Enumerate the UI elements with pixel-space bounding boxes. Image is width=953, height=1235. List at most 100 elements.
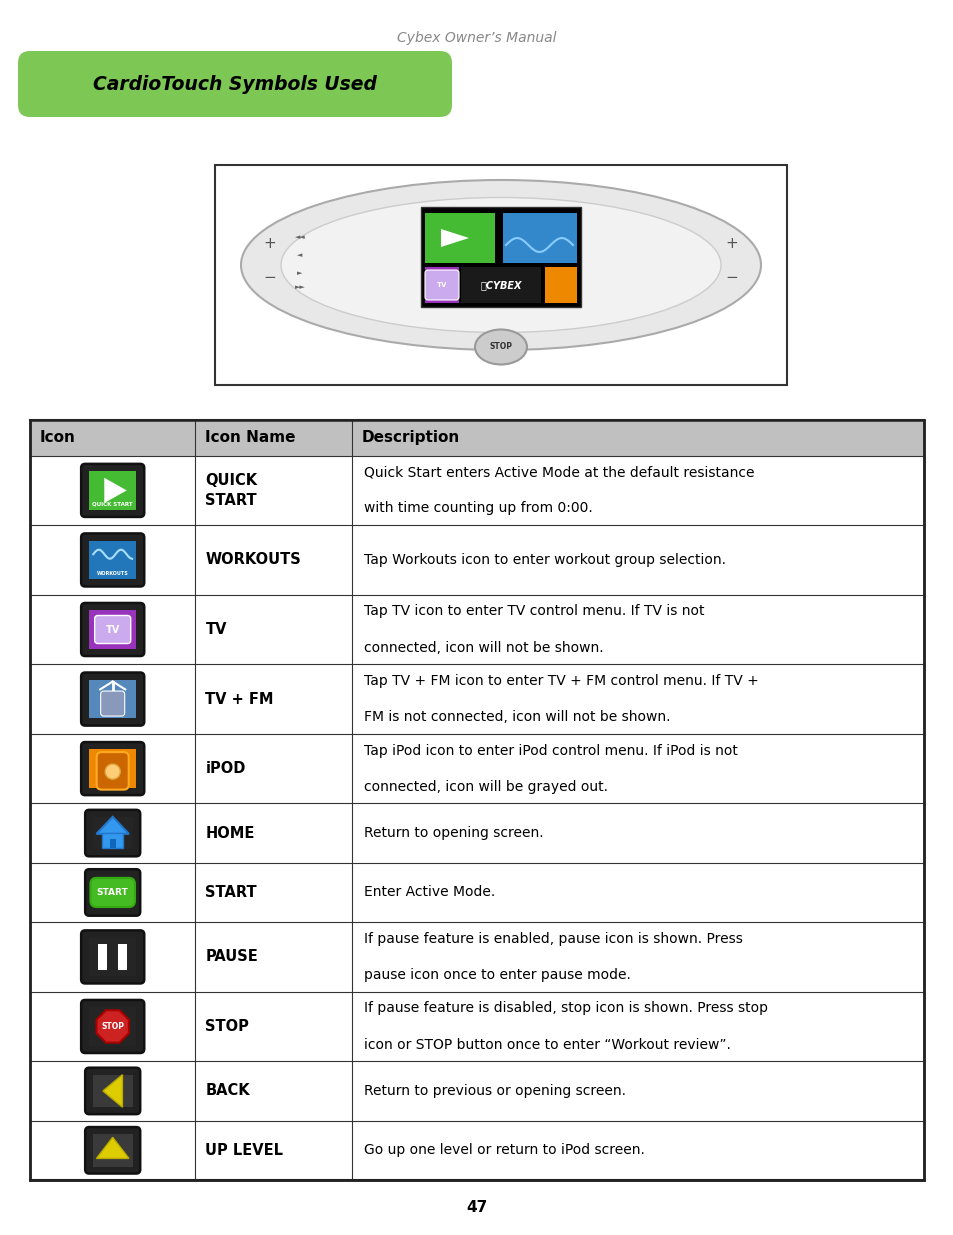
FancyBboxPatch shape — [94, 615, 131, 643]
Bar — [460, 267, 540, 303]
Bar — [424, 267, 458, 303]
Text: Return to previous or opening screen.: Return to previous or opening screen. — [363, 1084, 625, 1098]
FancyBboxPatch shape — [81, 534, 144, 587]
Text: If pause feature is enabled, pause icon is shown. Press: If pause feature is enabled, pause icon … — [363, 932, 742, 946]
Bar — [420, 207, 580, 308]
Polygon shape — [96, 1137, 129, 1158]
Bar — [92, 1134, 132, 1167]
FancyBboxPatch shape — [81, 673, 144, 726]
Ellipse shape — [241, 180, 760, 350]
FancyBboxPatch shape — [81, 742, 144, 795]
Text: STOP: STOP — [205, 1019, 249, 1034]
Text: START: START — [205, 885, 256, 900]
Polygon shape — [104, 478, 127, 503]
Bar — [30, 420, 923, 1179]
Text: Return to opening screen.: Return to opening screen. — [363, 826, 543, 840]
Text: −: − — [725, 269, 738, 284]
Text: −: − — [263, 269, 276, 284]
Text: Go up one level or return to iPod screen.: Go up one level or return to iPod screen… — [363, 1144, 644, 1157]
FancyBboxPatch shape — [81, 603, 144, 656]
Text: If pause feature is disabled, stop icon is shown. Press stop: If pause feature is disabled, stop icon … — [363, 1002, 767, 1015]
Bar — [90, 541, 136, 579]
Bar — [117, 944, 127, 969]
Ellipse shape — [281, 198, 720, 332]
Text: CardioTouch Symbols Used: CardioTouch Symbols Used — [93, 74, 376, 94]
Text: Icon: Icon — [40, 430, 76, 446]
Text: Tap Workouts icon to enter workout group selection.: Tap Workouts icon to enter workout group… — [363, 553, 725, 567]
Text: Tap iPod icon to enter iPod control menu. If iPod is not: Tap iPod icon to enter iPod control menu… — [363, 743, 737, 757]
Text: Cybex Owner’s Manual: Cybex Owner’s Manual — [396, 31, 557, 44]
Text: Icon Name: Icon Name — [205, 430, 295, 446]
FancyBboxPatch shape — [81, 930, 144, 983]
Bar — [90, 750, 136, 788]
FancyBboxPatch shape — [85, 869, 140, 915]
FancyBboxPatch shape — [81, 1000, 144, 1053]
Text: pause icon once to enter pause mode.: pause icon once to enter pause mode. — [363, 968, 630, 982]
Bar — [92, 816, 132, 850]
Circle shape — [105, 764, 120, 779]
Bar — [90, 937, 136, 976]
Text: STOP: STOP — [489, 342, 512, 352]
Text: Quick Start enters Active Mode at the default resistance: Quick Start enters Active Mode at the de… — [363, 466, 754, 479]
Bar — [90, 610, 136, 648]
Text: with time counting up from 0:00.: with time counting up from 0:00. — [363, 501, 592, 515]
FancyBboxPatch shape — [85, 810, 140, 856]
Polygon shape — [440, 228, 469, 247]
Text: icon or STOP button once to enter “Workout review”.: icon or STOP button once to enter “Worko… — [363, 1037, 730, 1051]
Text: UP LEVEL: UP LEVEL — [205, 1142, 283, 1158]
Text: FM is not connected, icon will not be shown.: FM is not connected, icon will not be sh… — [363, 710, 670, 724]
FancyBboxPatch shape — [18, 51, 452, 117]
Bar — [544, 267, 577, 303]
Text: QUICK
START: QUICK START — [205, 473, 257, 508]
Text: TV: TV — [106, 625, 120, 635]
Bar — [92, 1074, 132, 1108]
Ellipse shape — [475, 330, 526, 364]
FancyBboxPatch shape — [91, 878, 134, 906]
Polygon shape — [96, 1010, 129, 1042]
Text: Description: Description — [361, 430, 459, 446]
Text: WORKOUTS: WORKOUTS — [96, 572, 129, 577]
Text: TV: TV — [436, 282, 447, 288]
Bar — [502, 212, 577, 263]
Bar — [90, 1008, 136, 1046]
Text: ►►: ►► — [294, 284, 305, 290]
Text: START: START — [96, 888, 129, 897]
FancyBboxPatch shape — [96, 752, 129, 789]
Bar — [92, 876, 132, 909]
Text: TV: TV — [205, 622, 227, 637]
Text: +: + — [725, 236, 738, 251]
Text: ►: ► — [297, 270, 302, 275]
Text: connected, icon will be grayed out.: connected, icon will be grayed out. — [363, 779, 607, 794]
FancyBboxPatch shape — [424, 270, 458, 300]
FancyBboxPatch shape — [81, 464, 144, 517]
Bar — [30, 420, 923, 456]
Text: TV + FM: TV + FM — [205, 692, 274, 706]
Text: +: + — [263, 236, 276, 251]
Text: ◄: ◄ — [297, 252, 302, 258]
Bar — [102, 834, 123, 847]
Bar — [90, 680, 136, 719]
FancyBboxPatch shape — [85, 1128, 140, 1173]
Bar — [214, 165, 786, 385]
Text: PAUSE: PAUSE — [205, 950, 258, 965]
Text: 47: 47 — [466, 1199, 487, 1214]
Text: BACK: BACK — [205, 1083, 250, 1098]
Text: ⓈCYBEX: ⓈCYBEX — [479, 280, 521, 290]
Text: STOP: STOP — [101, 1023, 124, 1031]
Text: connected, icon will not be shown.: connected, icon will not be shown. — [363, 641, 603, 655]
Text: HOME: HOME — [205, 825, 254, 841]
FancyBboxPatch shape — [85, 1068, 140, 1114]
Bar — [110, 840, 115, 847]
FancyBboxPatch shape — [101, 692, 125, 716]
Text: QUICK START: QUICK START — [92, 501, 132, 506]
Text: Tap TV icon to enter TV control menu. If TV is not: Tap TV icon to enter TV control menu. If… — [363, 604, 703, 619]
Text: WORKOUTS: WORKOUTS — [205, 552, 301, 567]
Polygon shape — [103, 1074, 122, 1108]
Text: iPOD: iPOD — [205, 761, 246, 776]
Polygon shape — [96, 816, 129, 834]
Text: ◄◄: ◄◄ — [294, 233, 305, 240]
Text: Enter Active Mode.: Enter Active Mode. — [363, 885, 495, 899]
Bar — [90, 472, 136, 510]
Bar — [97, 944, 107, 969]
Bar — [424, 212, 495, 263]
